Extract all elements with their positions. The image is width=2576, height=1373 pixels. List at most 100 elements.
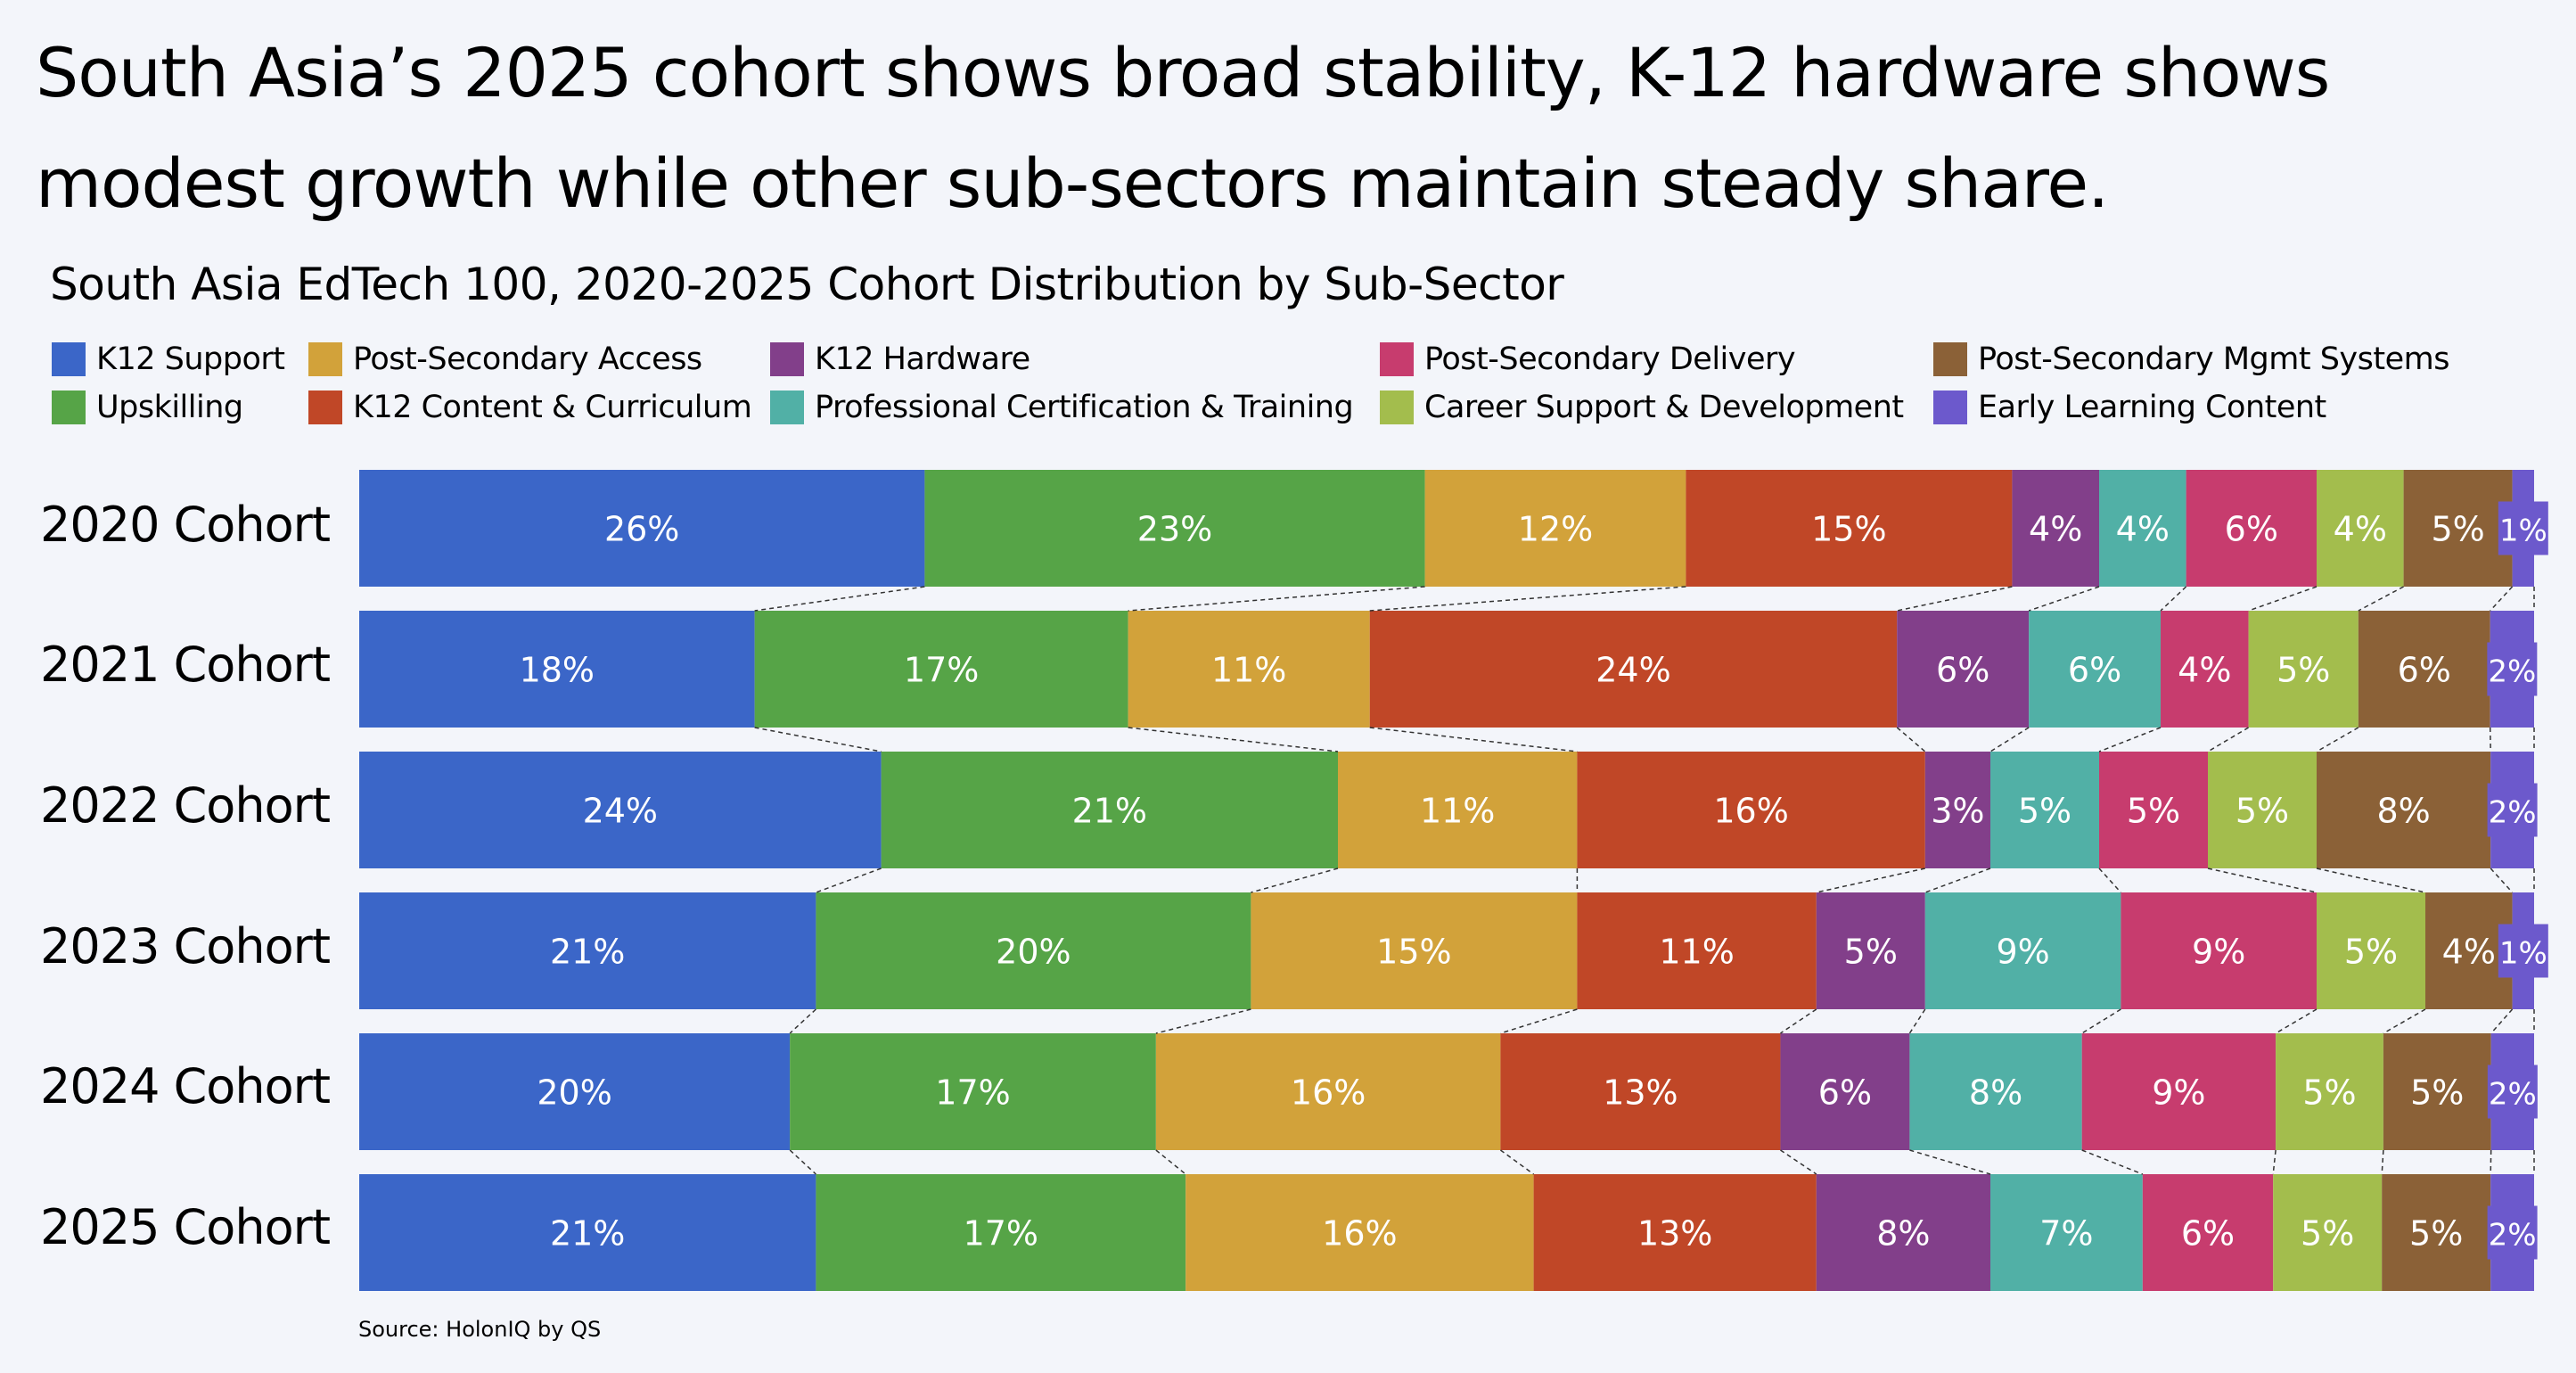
data-label: 26% — [604, 510, 679, 549]
data-label: 9% — [2192, 933, 2245, 972]
row-label-2024: 2024 Cohort — [40, 1058, 331, 1114]
bar-segment — [2317, 470, 2404, 587]
connector-line — [1128, 586, 1425, 612]
data-label: 3% — [1931, 792, 1984, 831]
bar-segment — [1924, 892, 2121, 1009]
connector-line — [2272, 1149, 2277, 1175]
data-label: 5% — [2410, 1073, 2464, 1113]
bar-segment — [2208, 752, 2317, 868]
legend-label: Early Learning Content — [1978, 390, 2326, 425]
bar-segment — [1185, 1174, 1534, 1291]
data-label-badge — [2487, 1205, 2538, 1260]
legend-item-professional-certification: Professional Certification & Training — [770, 390, 1354, 425]
data-label: 7% — [2039, 1214, 2093, 1254]
data-label: 16% — [1291, 1073, 1366, 1113]
data-label: 4% — [2029, 510, 2082, 549]
legend-item-upskilling: Upskilling — [52, 390, 243, 425]
data-label: 18% — [520, 651, 595, 690]
connector-line — [2098, 867, 2121, 893]
legend-swatch — [308, 391, 342, 424]
connector-line — [1499, 1149, 1535, 1175]
bar-segment — [1251, 892, 1578, 1009]
connector-line — [1500, 1008, 1578, 1034]
data-label: 4% — [2178, 651, 2231, 690]
legend-label: Post-Secondary Mgmt Systems — [1978, 341, 2449, 377]
data-label: 2% — [2489, 1218, 2537, 1254]
data-label: 6% — [2068, 651, 2121, 690]
data-label: 6% — [1936, 651, 1989, 690]
legend-swatch — [1380, 342, 1414, 376]
connector-line — [2207, 867, 2318, 893]
data-label: 5% — [2301, 1214, 2354, 1254]
connector-line — [2316, 867, 2426, 893]
data-label: 2% — [2488, 654, 2536, 690]
legend-label: K12 Support — [96, 341, 285, 377]
bar-segment — [1577, 752, 1925, 868]
connector-line — [1989, 727, 2030, 752]
data-label: 20% — [537, 1073, 611, 1113]
connector-line — [1924, 867, 1991, 893]
bar-segment — [1369, 611, 1898, 728]
bar-segment — [1780, 1033, 1910, 1150]
bar-segment — [881, 752, 1338, 868]
bar-segment — [1155, 1033, 1501, 1150]
bar-segment — [1990, 1174, 2143, 1291]
bar-segment — [1338, 752, 1578, 868]
chart-headline: South Asia’s 2025 cohort shows broad sta… — [36, 33, 2330, 223]
connector-line — [1369, 586, 1686, 612]
connector-line — [1369, 727, 1578, 752]
connector-line — [754, 727, 882, 752]
connector-line — [2207, 727, 2249, 752]
data-label: 5% — [2236, 792, 2289, 831]
data-label: 24% — [583, 792, 658, 831]
connector-line — [2383, 1008, 2426, 1034]
legend-item-post-secondary-access: Post-Secondary Access — [308, 341, 702, 377]
data-label: 5% — [2302, 1073, 2356, 1113]
data-label: 6% — [2398, 651, 2451, 690]
data-label: 6% — [2181, 1214, 2235, 1254]
legend-swatch — [52, 391, 86, 424]
row-label-2023: 2023 Cohort — [40, 918, 331, 974]
bar-segment — [1816, 1174, 1990, 1291]
connector-line — [789, 1008, 816, 1034]
bar-segment — [2358, 611, 2490, 728]
connector-line — [2490, 867, 2514, 893]
bar-segment — [1533, 1174, 1817, 1291]
connector-line — [1908, 1008, 1926, 1034]
connector-line — [789, 1149, 816, 1175]
bar-segment — [754, 611, 1128, 728]
data-label: 9% — [1996, 933, 2049, 972]
bar-segment — [359, 1033, 791, 1150]
bar-segment — [1686, 470, 2013, 587]
data-label-badge — [2487, 1065, 2538, 1119]
bar-segment — [2012, 470, 2099, 587]
legend-swatch — [770, 342, 804, 376]
bar-segment — [2403, 470, 2513, 587]
data-label: 23% — [1137, 510, 1212, 549]
data-label: 8% — [2376, 792, 2430, 831]
data-label: 5% — [2431, 510, 2484, 549]
bar-segment — [2317, 892, 2425, 1009]
connector-line — [2316, 727, 2359, 752]
data-label: 17% — [904, 651, 979, 690]
bar-segment — [2383, 1033, 2491, 1150]
legend-swatch — [1933, 342, 1967, 376]
data-label: 5% — [2127, 792, 2180, 831]
data-label: 21% — [1072, 792, 1147, 831]
bar-segment — [359, 1174, 816, 1291]
data-label: 6% — [2225, 510, 2278, 549]
bar-segment — [816, 1174, 1186, 1291]
data-label: 6% — [1818, 1073, 1872, 1113]
data-label: 5% — [2344, 933, 2398, 972]
legend-item-post-secondary-mgmt-systems: Post-Secondary Mgmt Systems — [1933, 341, 2449, 377]
connector-line — [1780, 1008, 1817, 1034]
connector-line — [1251, 867, 1339, 893]
data-label: 5% — [1844, 933, 1898, 972]
connector-line — [1155, 1149, 1186, 1175]
data-label: 11% — [1420, 792, 1495, 831]
legend-label: Post-Secondary Access — [353, 341, 702, 377]
connector-line — [2358, 586, 2404, 612]
bar-segment — [816, 892, 1251, 1009]
connector-line — [2160, 586, 2187, 612]
